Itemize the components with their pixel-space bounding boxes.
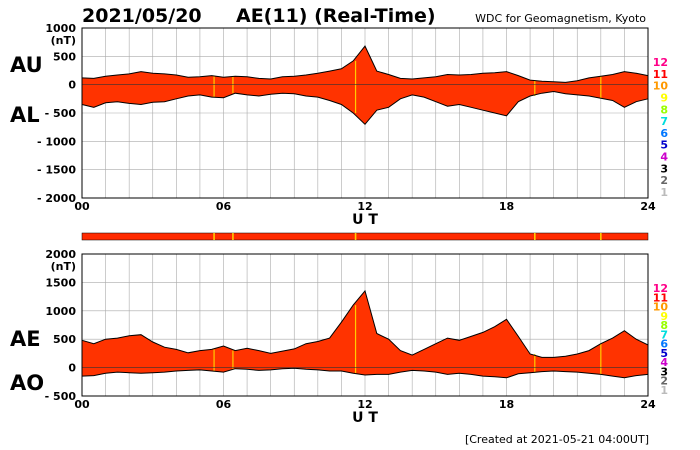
y-tick-label: 500 bbox=[53, 333, 76, 346]
chart-title: AE(11) (Real-Time) bbox=[236, 5, 436, 27]
series-label-al: AL bbox=[10, 103, 40, 127]
x-tick-label: 18 bbox=[499, 200, 514, 213]
series-line-ao bbox=[81, 367, 649, 379]
data-source: WDC for Geomagnetism, Kyoto bbox=[475, 12, 646, 25]
x-tick-label: 24 bbox=[640, 200, 656, 213]
legend-station-count: 7 bbox=[660, 115, 668, 128]
series-line-au bbox=[81, 45, 649, 83]
legend-station-count: 3 bbox=[660, 162, 668, 175]
x-tick-label: 00 bbox=[74, 200, 90, 213]
x-tick-label: 24 bbox=[640, 398, 656, 411]
legend-station-count: 10 bbox=[653, 301, 669, 314]
plot-frame bbox=[81, 253, 649, 397]
x-tick-label: 12 bbox=[357, 200, 372, 213]
x-tick-label: 12 bbox=[357, 398, 372, 411]
legend-station-count: 5 bbox=[660, 139, 668, 152]
legend-station-count: 10 bbox=[653, 80, 669, 93]
y-tick-label: - 500 bbox=[45, 390, 77, 403]
y-tick-label: 0 bbox=[68, 362, 76, 375]
coverage-strip-highlight bbox=[232, 233, 234, 240]
coverage-strip-highlight bbox=[354, 233, 357, 240]
y-tick-label: 1000 bbox=[45, 22, 76, 35]
coverage-strip-bar bbox=[81, 232, 649, 241]
y-tick-label: - 500 bbox=[45, 107, 77, 120]
legend-station-count: 12 bbox=[653, 282, 668, 295]
series-label-au: AU bbox=[10, 53, 43, 77]
legend-station-count: 4 bbox=[660, 151, 668, 164]
x-tick-label: 18 bbox=[499, 398, 514, 411]
coverage-strip-highlight bbox=[534, 233, 536, 240]
plot-frame bbox=[81, 27, 649, 199]
legend-station-count: 2 bbox=[660, 174, 668, 187]
y-axis-unit: (nT) bbox=[51, 34, 76, 47]
au-al-panel: 1000 500 0 - 500 - 1000 - 1500 - 2000 (nT) 00 06 1… bbox=[37, 22, 656, 228]
legend-station-count: 4 bbox=[660, 356, 668, 369]
legend-station-count: 11 bbox=[653, 68, 668, 81]
envelope-area bbox=[82, 46, 648, 125]
legend-station-count: 6 bbox=[660, 338, 668, 351]
legend-station-count: 5 bbox=[660, 347, 668, 360]
legend-station-count: 3 bbox=[660, 365, 668, 378]
coverage-strip-highlight bbox=[213, 233, 215, 240]
envelope-area bbox=[82, 290, 648, 378]
x-tick-label: 06 bbox=[216, 200, 232, 213]
x-tick-label: 06 bbox=[216, 398, 232, 411]
x-axis-label: U T bbox=[352, 410, 378, 426]
legend-station-count: 1 bbox=[660, 186, 668, 199]
y-tick-label: - 1500 bbox=[37, 164, 76, 177]
series-label-ae: AE bbox=[10, 327, 41, 351]
y-tick-label: 500 bbox=[53, 50, 76, 63]
y-tick-label: 1500 bbox=[45, 276, 76, 289]
station-coverage-strip bbox=[81, 232, 649, 241]
y-tick-label: 0 bbox=[68, 79, 76, 92]
y-tick-label: - 2000 bbox=[37, 192, 76, 205]
legend-station-count: 8 bbox=[660, 319, 668, 332]
legend-station-count: 9 bbox=[660, 91, 668, 104]
series-line-al bbox=[81, 90, 649, 126]
legend-station-count: 8 bbox=[660, 103, 668, 116]
y-tick-label: - 1000 bbox=[37, 135, 76, 148]
created-timestamp: [Created at 2021-05-21 04:00UT] bbox=[465, 433, 649, 446]
y-tick-label: 1000 bbox=[45, 305, 76, 318]
ae-ao-panel: 2000 1500 1000 500 0 - 500 (nT) 00 06 12 18 24 U T bbox=[45, 248, 656, 426]
coverage-strip-highlight bbox=[600, 233, 602, 240]
legend-station-count: 11 bbox=[653, 291, 668, 304]
series-label-ao: AO bbox=[10, 371, 44, 395]
legend-station-count: 1 bbox=[660, 384, 668, 397]
y-tick-label: 2000 bbox=[45, 248, 76, 261]
x-tick-label: 00 bbox=[74, 398, 90, 411]
legend-station-count: 7 bbox=[660, 328, 668, 341]
legend-station-count: 2 bbox=[660, 375, 668, 388]
legend-station-count: 6 bbox=[660, 127, 668, 140]
legend-station-count: 9 bbox=[660, 310, 668, 323]
x-axis-label: U T bbox=[352, 212, 378, 228]
series-line-ae bbox=[81, 289, 649, 358]
chart-date: 2021/05/20 bbox=[82, 5, 202, 27]
legend-station-count: 12 bbox=[653, 56, 668, 69]
y-axis-unit: (nT) bbox=[51, 260, 76, 273]
